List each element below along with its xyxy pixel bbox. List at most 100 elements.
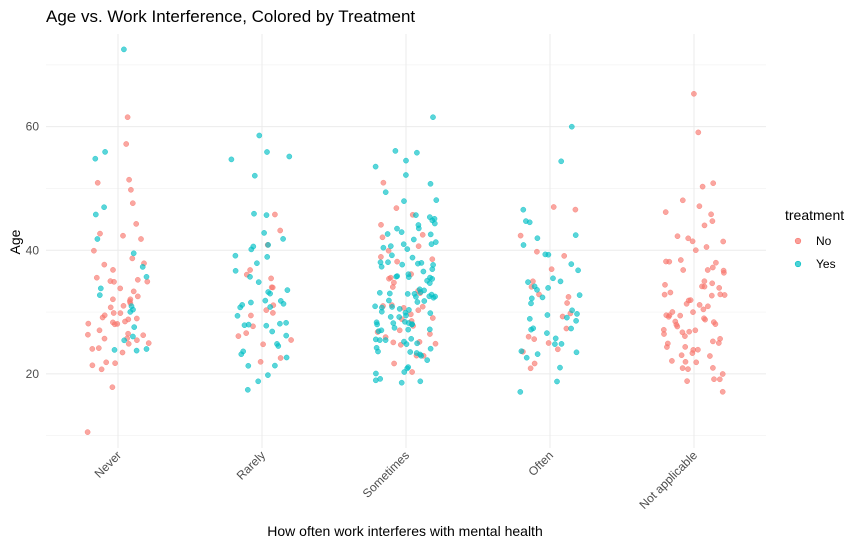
y-tick-label: 20 xyxy=(26,367,40,381)
data-point-yes xyxy=(378,263,385,270)
data-point-yes xyxy=(375,328,382,335)
data-point-no xyxy=(110,296,116,303)
data-point-yes xyxy=(409,321,416,327)
data-point-no xyxy=(134,276,141,283)
data-point-no xyxy=(689,350,696,356)
data-point-yes xyxy=(386,297,392,304)
data-point-no xyxy=(695,129,702,136)
data-point-no xyxy=(120,302,127,309)
data-point-yes xyxy=(427,310,434,316)
data-point-no xyxy=(409,369,415,375)
data-point-yes xyxy=(411,290,418,297)
data-point-yes xyxy=(517,389,524,395)
data-point-no xyxy=(701,278,708,285)
data-point-no xyxy=(112,360,118,367)
data-point-yes xyxy=(427,231,434,238)
data-point-yes xyxy=(277,298,284,304)
data-point-no xyxy=(695,346,701,353)
data-point-no xyxy=(709,218,716,224)
data-point-yes xyxy=(272,362,278,369)
data-point-yes xyxy=(247,273,253,280)
data-point-yes xyxy=(545,285,551,291)
data-point-yes xyxy=(262,297,269,304)
data-point-no xyxy=(387,274,394,281)
data-point-no xyxy=(260,341,266,348)
data-point-yes xyxy=(130,333,136,340)
data-point-yes xyxy=(263,322,270,329)
data-point-yes xyxy=(408,335,415,342)
data-point-yes xyxy=(391,324,398,331)
data-point-no xyxy=(696,302,703,308)
data-point-no xyxy=(419,303,426,310)
data-point-no xyxy=(107,304,114,311)
data-point-yes xyxy=(283,332,290,339)
data-point-yes xyxy=(430,262,436,268)
data-point-no xyxy=(390,339,397,346)
data-point-yes xyxy=(394,225,400,232)
data-point-yes xyxy=(534,351,541,357)
data-point-no xyxy=(247,267,253,273)
data-point-no xyxy=(710,365,716,371)
data-point-yes xyxy=(407,349,414,355)
data-point-no xyxy=(396,327,403,334)
data-point-no xyxy=(415,243,422,250)
data-point-yes xyxy=(256,132,263,139)
data-point-no xyxy=(93,274,100,281)
data-point-no xyxy=(95,345,102,351)
data-point-no xyxy=(235,333,242,339)
data-point-no xyxy=(713,259,719,266)
data-point-no xyxy=(257,358,264,365)
data-point-no xyxy=(719,388,726,395)
data-point-yes xyxy=(387,314,394,320)
data-point-yes xyxy=(534,235,541,242)
data-point-no xyxy=(664,344,670,350)
data-point-yes xyxy=(130,250,137,257)
data-point-yes xyxy=(121,46,127,53)
data-point-yes xyxy=(564,314,570,321)
data-point-no xyxy=(378,221,384,228)
data-point-no xyxy=(134,293,141,300)
data-point-yes xyxy=(552,335,559,342)
data-point-yes xyxy=(431,220,438,227)
data-point-yes xyxy=(401,369,408,375)
data-point-yes xyxy=(283,319,289,326)
x-tick-label: Not applicable xyxy=(636,448,700,512)
data-point-yes xyxy=(544,312,551,318)
data-point-no xyxy=(682,344,689,350)
data-point-no xyxy=(720,238,727,245)
data-point-no xyxy=(380,179,387,186)
data-point-yes xyxy=(404,246,411,252)
data-point-no xyxy=(126,176,132,183)
data-point-yes xyxy=(421,298,428,304)
data-point-yes xyxy=(569,307,575,314)
data-point-yes xyxy=(417,289,424,295)
data-point-no xyxy=(94,179,101,186)
data-point-yes xyxy=(94,236,101,242)
data-point-yes xyxy=(568,325,574,332)
data-point-no xyxy=(527,365,534,372)
data-point-no xyxy=(691,90,697,97)
data-point-yes xyxy=(427,345,434,352)
data-point-no xyxy=(119,349,126,356)
data-point-yes xyxy=(400,241,407,248)
data-point-yes xyxy=(133,347,140,354)
data-point-no xyxy=(663,312,670,319)
data-point-no xyxy=(114,321,121,327)
data-point-yes xyxy=(399,261,406,268)
data-point-yes xyxy=(413,212,419,218)
data-point-yes xyxy=(392,148,399,154)
data-point-yes xyxy=(396,314,403,320)
data-point-yes xyxy=(401,198,407,204)
data-point-no xyxy=(692,327,699,334)
data-point-yes xyxy=(92,155,99,162)
data-point-yes xyxy=(409,254,416,261)
x-tick-label: Sometimes xyxy=(360,448,412,500)
data-point-yes xyxy=(139,264,146,270)
data-point-yes xyxy=(92,211,99,218)
data-point-no xyxy=(677,312,684,319)
data-point-no xyxy=(272,211,278,218)
data-point-yes xyxy=(237,304,244,311)
data-point-yes xyxy=(418,352,425,359)
